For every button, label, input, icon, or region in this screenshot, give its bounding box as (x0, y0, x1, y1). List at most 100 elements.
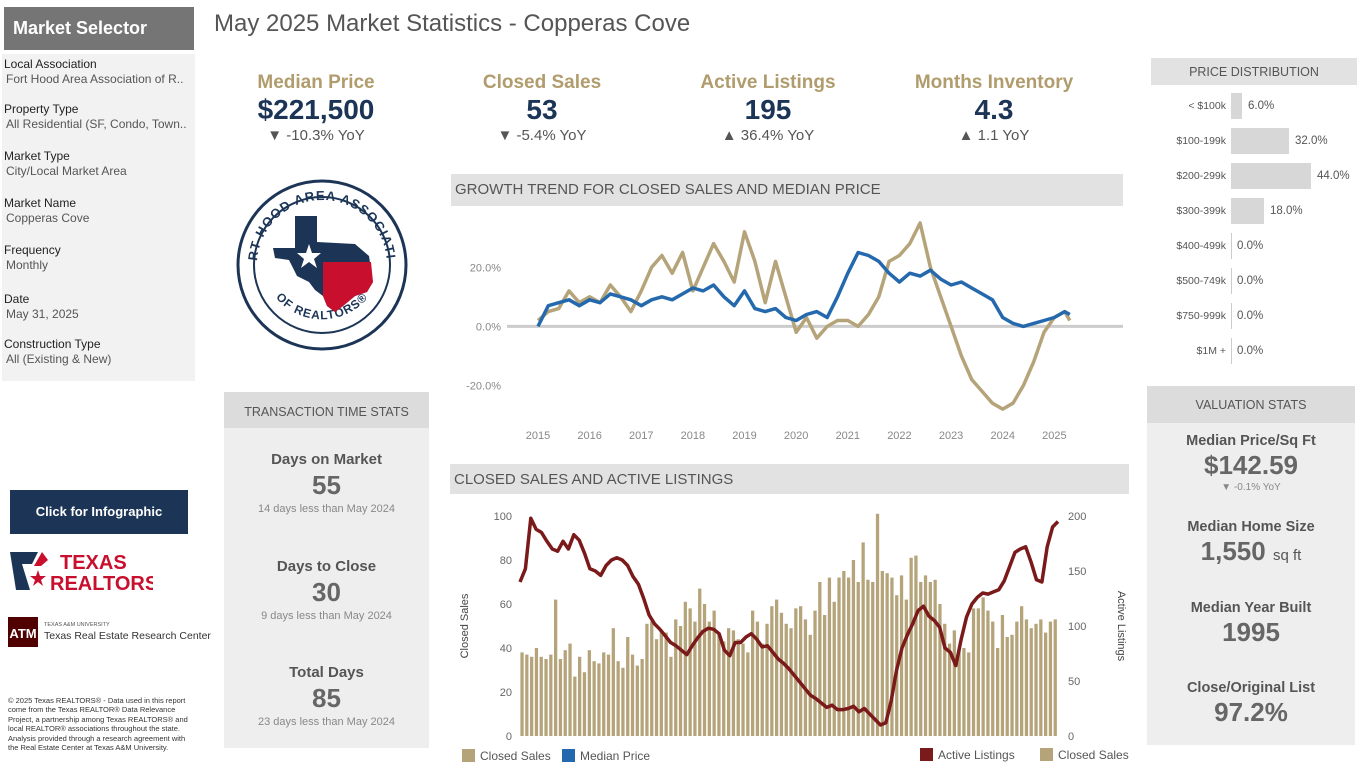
price-distribution-bar (1231, 198, 1264, 224)
closed-sales-bar (563, 650, 567, 736)
price-distribution-value: 0.0% (1237, 345, 1264, 357)
closed-sales-bar (693, 621, 697, 736)
closed-sales-bar (851, 560, 856, 736)
closed-sales-bar (890, 577, 894, 736)
kpi-label: Median Price (257, 72, 375, 93)
closed-sales-bar (789, 628, 793, 736)
closed-sales-bar (717, 634, 721, 736)
x-tick-label: 2024 (990, 430, 1014, 442)
closed-sales-bar (736, 639, 740, 736)
stat-value: 85 (312, 683, 341, 713)
filter-label: Market Type (4, 149, 70, 163)
price-range-label: $100-199k (1176, 135, 1226, 147)
stat-total-days: Total Days 85 23 days less than May 2024 (224, 664, 429, 728)
kpi-months-inventory: Months Inventory 4.3 ▲ 1.1 YoY (894, 72, 1094, 144)
infographic-button[interactable]: Click for Infographic (10, 490, 188, 534)
filter-value[interactable]: Monthly (6, 258, 49, 272)
logo-word-texas: TEXAS (60, 552, 127, 574)
closed-sales-bar (1015, 621, 1019, 736)
logo-star-icon (30, 570, 46, 586)
closed-sales-bar (630, 654, 635, 736)
tamu-logo-icon: ATM (8, 617, 38, 647)
valuation-stats-panel (1147, 386, 1355, 745)
closed-sales-bar (741, 643, 745, 736)
filter-value[interactable]: Fort Hood Area Association of R.. (6, 72, 184, 86)
filter-date[interactable]: Date May 31, 2025 (4, 292, 194, 321)
stat-label: Total Days (289, 664, 364, 681)
price-distribution-row: $750-999k 0.0% (1151, 301, 1361, 331)
price-distribution-row: $400-499k 0.0% (1151, 231, 1361, 261)
price-distribution-value: 0.0% (1237, 310, 1264, 322)
filter-frequency[interactable]: Frequency Monthly (4, 243, 194, 272)
price-distribution-bar (1231, 128, 1289, 154)
closed-sales-bar (827, 577, 832, 736)
y-left-tick-label: 100 (494, 511, 512, 523)
texas-realtors-logo: TEXAS REALTORS (10, 552, 153, 594)
filter-value[interactable]: May 31, 2025 (6, 307, 79, 321)
y-left-axis-label: Closed Sales (459, 593, 471, 658)
closed-sales-bar (597, 663, 601, 736)
logo-mark-red (34, 552, 48, 566)
filter-property-type[interactable]: Property Type All Residential (SF, Condo… (4, 102, 194, 131)
closed-sales-bar (919, 582, 923, 736)
filter-value[interactable]: All Residential (SF, Condo, Town.. (6, 117, 187, 131)
kpi-value: 53 (526, 94, 558, 125)
closed-sales-bar (1005, 637, 1009, 736)
closed-sales-bar (669, 656, 673, 736)
logo-word-realtors: REALTORS (50, 573, 153, 594)
legend-swatch (562, 749, 575, 762)
stat-label: Median Year Built (1190, 600, 1312, 616)
y-left-tick-label: 20 (500, 687, 512, 699)
stat-days-on-market: Days on Market 55 14 days less than May … (224, 451, 429, 515)
svg-text:ATM: ATM (9, 626, 36, 641)
closed-sales-bar (813, 610, 817, 736)
market-selector-header: Market Selector (4, 7, 194, 50)
legend-swatch (462, 749, 475, 762)
closed-sales-bar (904, 599, 908, 736)
x-tick-label: 2023 (939, 430, 963, 442)
filter-construction-type[interactable]: Construction Type All (Existing & New) (4, 337, 194, 366)
kpi-change: ▼ -5.4% YoY (497, 127, 587, 144)
closed-sales-bar (933, 579, 937, 736)
closed-sales-bar (654, 639, 659, 736)
closed-sales-bar (578, 656, 582, 736)
price-range-label: $500-749k (1176, 275, 1226, 287)
filter-market-name[interactable]: Market Name Copperas Cove (4, 196, 194, 225)
filter-value[interactable]: City/Local Market Area (6, 164, 127, 178)
closed-sales-bar (611, 628, 615, 736)
closed-sales-bar (582, 672, 587, 736)
closed-sales-bar (779, 612, 784, 736)
valuation-stats-header: VALUATION STATS (1147, 386, 1355, 423)
closed-sales-bar (635, 665, 639, 736)
stat-label: Median Home Size (1187, 519, 1315, 535)
tamu-center-name: Texas Real Estate Research Center (44, 630, 211, 642)
stat-label: Days to Close (276, 558, 377, 575)
sales-listings-chart: 0 20 40 60 80 100 0 50 100 150 200 Closed Sales Acti… (459, 511, 1127, 743)
y-right-tick-label: 50 (1068, 676, 1080, 688)
price-distribution-header: PRICE DISTRIBUTION (1151, 58, 1357, 85)
closed-sales-bar (1029, 628, 1033, 736)
filter-value[interactable]: Copperas Cove (6, 211, 90, 225)
closed-sales-bar (952, 630, 956, 736)
y-right-tick-label: 100 (1068, 621, 1086, 633)
price-distribution-row: $300-399k 18.0% (1151, 196, 1361, 226)
filter-label: Frequency (4, 243, 61, 257)
legend-label: Median Price (580, 749, 651, 763)
closed-sales-bar (558, 659, 563, 736)
stat-value: 97.2% (1214, 697, 1288, 727)
stat-change: ▼ -0.1% YoY (1221, 482, 1281, 493)
price-range-label: < $100k (1188, 100, 1226, 112)
legend-active-listings: Active Listings (920, 748, 1015, 762)
closed-sales-bar (525, 654, 529, 736)
y-right-axis-label: Active Listings (1115, 591, 1127, 662)
closed-sales-bar (678, 626, 683, 736)
closed-sales-bar (837, 577, 841, 736)
y-left-tick-label: 80 (500, 555, 512, 567)
closed-sales-bar (587, 650, 591, 736)
filter-market-type[interactable]: Market Type City/Local Market Area (4, 149, 194, 178)
closed-sales-bar (602, 652, 606, 736)
closed-sales-bar (616, 661, 620, 736)
price-range-label: $200-299k (1176, 170, 1226, 182)
filter-value[interactable]: All (Existing & New) (6, 352, 112, 366)
filter-local-association[interactable]: Local Association Fort Hood Area Associa… (4, 57, 194, 86)
